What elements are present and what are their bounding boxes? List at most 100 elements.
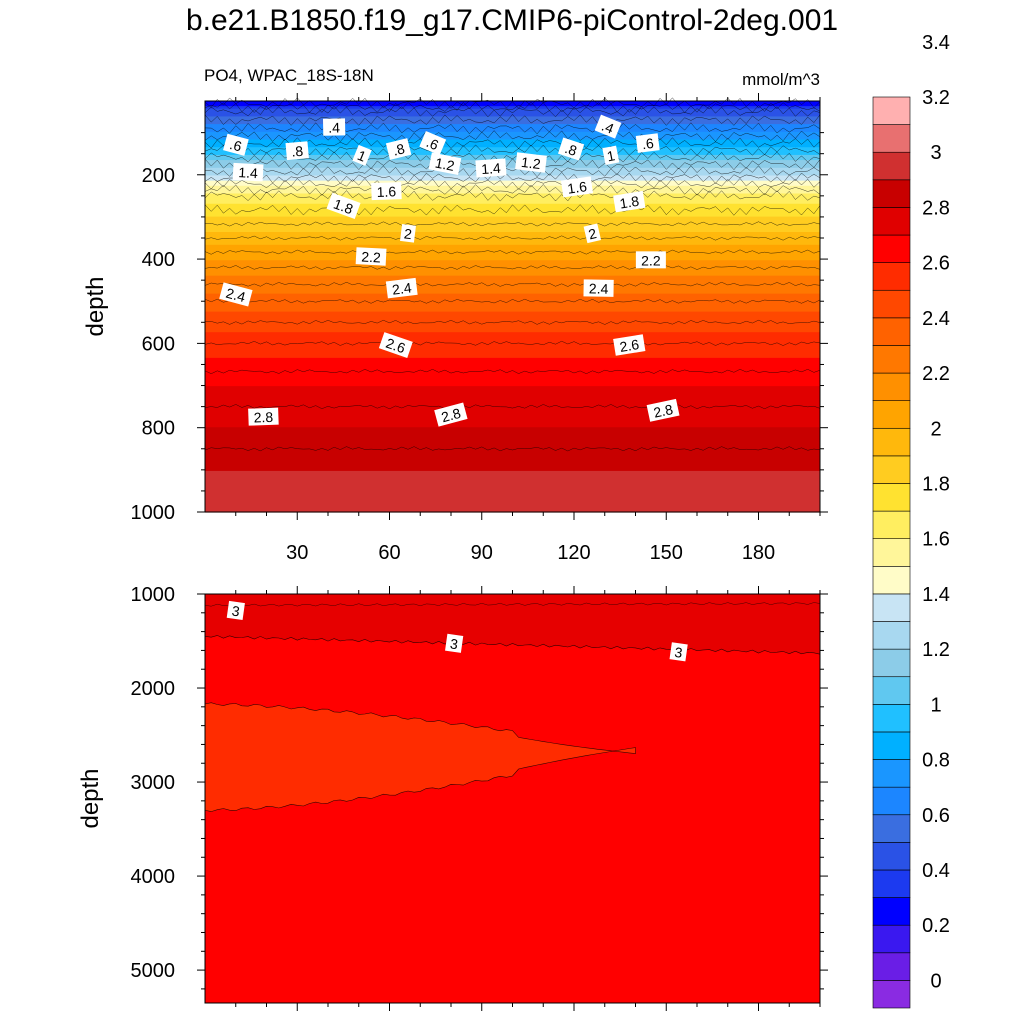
depth-band bbox=[205, 201, 820, 205]
depth-band bbox=[205, 144, 820, 148]
depth-band bbox=[205, 437, 820, 441]
contour-label: 2.4 bbox=[385, 277, 418, 299]
depth-band bbox=[205, 101, 820, 105]
colorbar-swatch bbox=[872, 124, 911, 153]
contour-label: .8 bbox=[385, 138, 412, 160]
depth-band bbox=[205, 121, 820, 125]
contour-label: .6 bbox=[635, 133, 660, 153]
x-tick-label: 90 bbox=[471, 542, 493, 564]
depth-band bbox=[205, 306, 820, 310]
colorbar-label: 0 bbox=[930, 970, 941, 992]
depth-band bbox=[205, 206, 820, 210]
colorbar-swatch bbox=[872, 483, 911, 512]
depth-band bbox=[205, 139, 820, 143]
depth-band bbox=[205, 486, 820, 490]
contour-label-text: 2.4 bbox=[391, 279, 412, 297]
contour-label-text: 2.8 bbox=[652, 401, 675, 421]
colorbar-swatch bbox=[872, 648, 911, 678]
colorbar-label: 1.2 bbox=[922, 639, 950, 661]
depth-band bbox=[205, 363, 820, 367]
depth-band bbox=[205, 239, 820, 243]
depth-band bbox=[205, 447, 820, 451]
contour-label-box bbox=[583, 279, 614, 297]
contour-label: 2.6 bbox=[378, 332, 413, 358]
contour-line bbox=[204, 635, 821, 655]
contour-label-text: 2.2 bbox=[641, 252, 661, 268]
contour-label: 2.6 bbox=[613, 334, 646, 356]
depth-band bbox=[205, 273, 820, 277]
contour-line bbox=[204, 184, 821, 196]
y-axis-label: depth bbox=[77, 768, 104, 828]
contour-label: 2.2 bbox=[355, 247, 387, 266]
colorbar-swatch bbox=[872, 345, 911, 374]
colorbar-swatch bbox=[872, 676, 911, 705]
colorbar-swatch bbox=[872, 924, 911, 954]
depth-band bbox=[205, 365, 820, 369]
depth-band bbox=[205, 445, 820, 449]
depth-band bbox=[205, 432, 820, 436]
colorbar-swatch bbox=[872, 704, 911, 733]
contour-label-box bbox=[602, 145, 620, 165]
depth-band bbox=[205, 214, 820, 218]
y-tick-label: 200 bbox=[142, 165, 175, 187]
contour-label-text: 2 bbox=[403, 225, 413, 242]
contour-line bbox=[204, 249, 821, 255]
contour-label: 1.8 bbox=[326, 192, 361, 220]
depth-band bbox=[205, 244, 820, 249]
depth-band bbox=[205, 468, 820, 472]
depth-band bbox=[205, 499, 820, 503]
contour-label-box bbox=[560, 176, 594, 198]
contour-label: 1.2 bbox=[428, 152, 462, 175]
contour-line bbox=[204, 114, 821, 126]
colorbar: 0 0.2 0.4 0.6 0.8 1 1.2 1.4 1.6 1.8 2 2.2 2.4 2.6 2.8 3… bbox=[872, 32, 950, 1009]
contour-label: 2.4 bbox=[219, 282, 253, 307]
contour-line bbox=[204, 171, 821, 184]
depth-band bbox=[205, 270, 820, 274]
x-tick-label: 30 bbox=[286, 542, 308, 564]
depth-band bbox=[205, 442, 820, 446]
contour-label-box bbox=[613, 190, 646, 213]
contour-label: 1.8 bbox=[613, 190, 646, 213]
x-tick-label: 120 bbox=[557, 542, 590, 564]
contour-line bbox=[204, 446, 821, 452]
contour-label-box bbox=[226, 600, 245, 620]
x-tick-label: 180 bbox=[742, 542, 775, 564]
colorbar-label: 3.2 bbox=[922, 87, 950, 109]
depth-band bbox=[205, 278, 820, 282]
contour-label-text: 2.6 bbox=[618, 336, 640, 355]
colorbar-label: 2 bbox=[930, 418, 941, 440]
depth-band bbox=[205, 198, 820, 202]
depth-band bbox=[205, 460, 820, 464]
depth-band bbox=[205, 113, 820, 118]
contour-label-text: .8 bbox=[563, 140, 579, 159]
depth-band bbox=[205, 154, 820, 159]
depth-band bbox=[205, 183, 820, 187]
depth-band bbox=[205, 404, 820, 408]
depth-band bbox=[205, 368, 820, 372]
depth-band bbox=[205, 260, 820, 264]
contour-label: .4 bbox=[322, 118, 346, 136]
depth-band bbox=[205, 188, 820, 192]
contour-line bbox=[204, 105, 821, 118]
upper-panel: .4 .4 .6 .6 .6 .8 .8 .8 1 1 1.2 1.2 1.4 1.4 1.6 1.6 1.8 1… bbox=[82, 93, 828, 564]
depth-band bbox=[205, 167, 820, 171]
contour-line bbox=[204, 165, 821, 178]
contour-line bbox=[204, 235, 821, 241]
depth-band bbox=[205, 375, 820, 380]
contour-label-text: 2.8 bbox=[440, 405, 463, 426]
depth-band bbox=[205, 224, 820, 228]
contour-label-text: 2.4 bbox=[224, 285, 247, 306]
lower-panel: 3 3 3 1000 2000 3000 4000 5000 depth bbox=[77, 584, 828, 1011]
depth-band bbox=[205, 288, 820, 292]
depth-band bbox=[205, 327, 820, 331]
contour-label: 2.4 bbox=[583, 279, 614, 297]
contour-label: 1.2 bbox=[515, 152, 547, 173]
depth-band bbox=[205, 478, 820, 482]
depth-band bbox=[205, 203, 820, 207]
y-tick-label: 1000 bbox=[131, 502, 176, 524]
depth-band bbox=[205, 129, 820, 133]
depth-band bbox=[205, 409, 820, 413]
depth-band bbox=[205, 229, 820, 233]
